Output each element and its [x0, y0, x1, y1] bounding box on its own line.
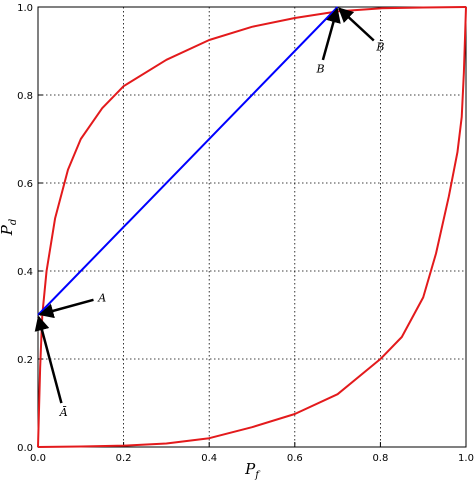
annotation-arrow [38, 298, 94, 319]
y-tick-label: 1.0 [17, 3, 33, 14]
series-lines [37, 6, 467, 448]
annotation-label: B̄ [375, 41, 384, 54]
y-tick-label: 0.8 [17, 91, 33, 102]
series-line-1 [37, 6, 467, 448]
axis-ticks: 0.0 0.2 0.4 0.6 0.8 1.0 0.0 0.2 0.4 0.6 0.8 1.0 [17, 3, 474, 464]
x-tick-label: 0.4 [201, 453, 217, 464]
series-line-2 [37, 6, 467, 448]
annotation-label: A [97, 291, 106, 304]
grid-lines [38, 7, 466, 447]
x-tick-label: 1.0 [458, 453, 474, 464]
x-axis-label: Pf [244, 460, 261, 481]
annotation-label: B [315, 63, 324, 76]
annotation-arrow [321, 7, 341, 61]
y-tick-label: 0.2 [17, 355, 33, 366]
annotation-arrow [337, 7, 375, 42]
annotation-arrow [34, 315, 63, 404]
x-tick-label: 0.0 [30, 453, 46, 464]
y-tick-label: 0.4 [17, 267, 33, 278]
x-tick-label: 0.8 [372, 453, 388, 464]
annotations: A Ā B B̄ [34, 7, 384, 419]
y-axis-label: Pd [0, 219, 19, 237]
y-tick-label: 0.0 [17, 443, 33, 454]
x-tick-label: 0.6 [287, 453, 303, 464]
series-line-3 [37, 6, 339, 316]
y-tick-label: 0.6 [17, 179, 33, 190]
x-tick-label: 0.2 [116, 453, 132, 464]
annotation-label: Ā [59, 406, 68, 419]
plot-frame [37, 6, 467, 448]
